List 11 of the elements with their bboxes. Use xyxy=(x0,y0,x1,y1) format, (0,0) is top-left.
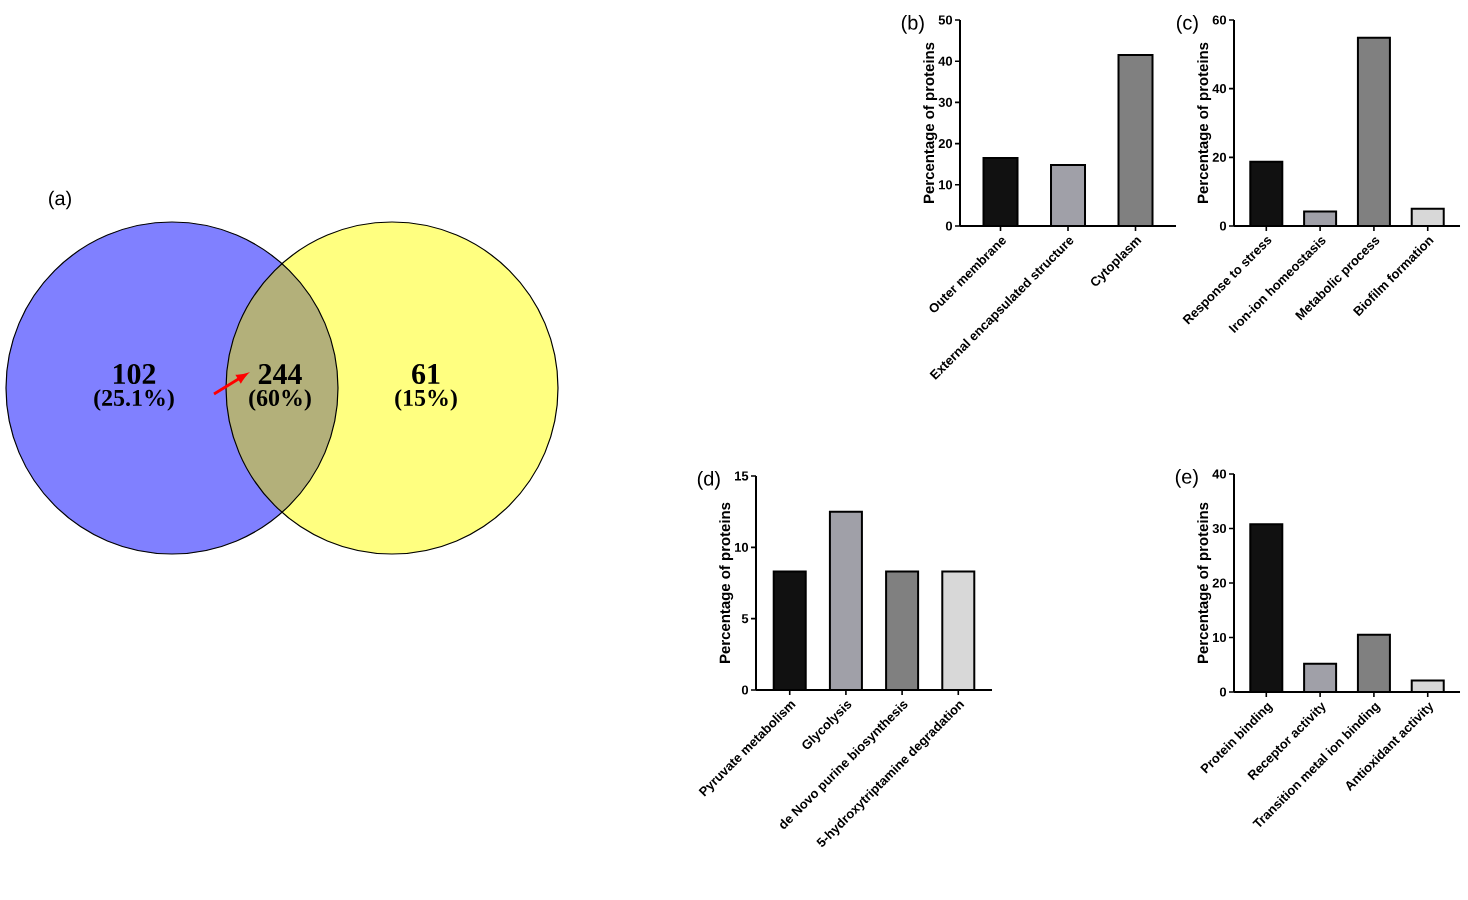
data-label: (60%) xyxy=(249,389,311,411)
category-label: 61 xyxy=(412,363,440,385)
chart-title: (d) xyxy=(697,471,720,490)
chart-title: (b) xyxy=(901,15,924,34)
data-label: (15%) xyxy=(395,389,457,411)
category-label: 102 xyxy=(113,363,156,385)
chart-title: (e) xyxy=(1175,469,1198,488)
data-label: (25.1%) xyxy=(94,389,174,411)
text: (a) xyxy=(49,190,71,210)
chart-title: (c) xyxy=(1176,15,1198,34)
category-label: 244 xyxy=(258,364,302,384)
